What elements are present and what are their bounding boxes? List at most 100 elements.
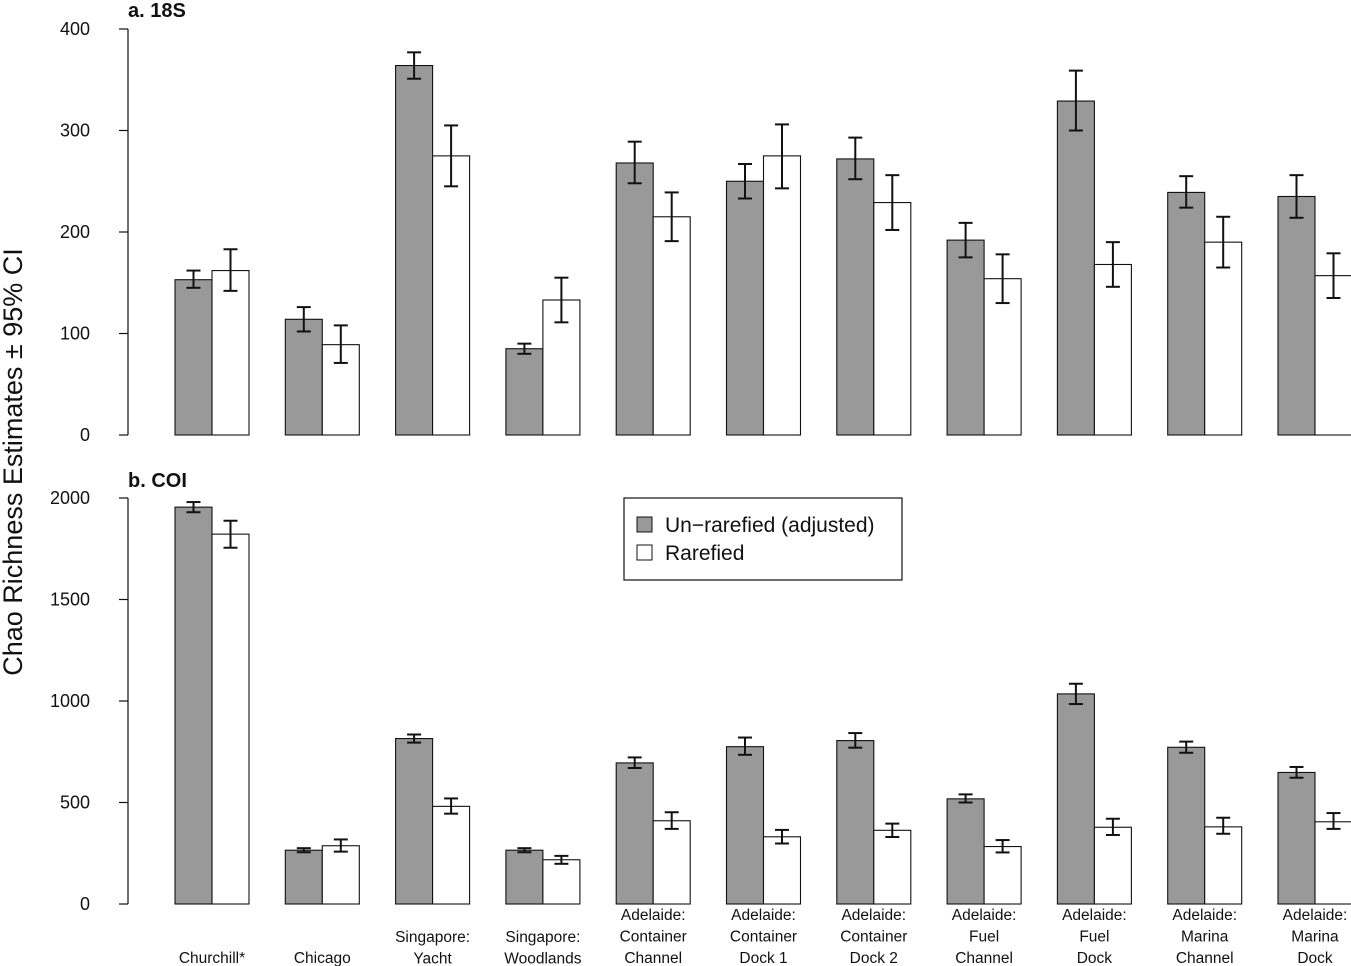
error-bar <box>1068 69 1083 132</box>
error-bar <box>186 501 201 514</box>
panel-b-title: b. COI <box>128 470 187 492</box>
bar-unrarefied <box>946 239 985 436</box>
bar-unrarefied <box>946 798 985 905</box>
error-bar <box>1179 175 1194 209</box>
bar-unrarefied <box>1056 693 1095 905</box>
category-label: Adelaide: Fuel Channel <box>952 907 1017 966</box>
bar-unrarefied <box>725 180 765 436</box>
error-bar <box>554 276 569 324</box>
error-bar <box>885 822 900 839</box>
bar-unrarefied <box>505 849 544 905</box>
error-bar <box>1068 682 1083 706</box>
y-tick-label: 0 <box>80 894 90 914</box>
error-bar <box>958 793 973 804</box>
bar-rarefied <box>321 845 360 905</box>
bar-unrarefied <box>615 162 654 436</box>
error-bar <box>1105 241 1120 288</box>
bar-rarefied <box>873 829 912 905</box>
y-tick-label: 2000 <box>50 488 90 508</box>
error-bar <box>517 847 532 854</box>
error-bar <box>885 174 900 231</box>
bar-rarefied <box>1204 826 1243 905</box>
error-bar <box>1179 740 1194 754</box>
bar-rarefied <box>542 859 581 905</box>
error-bar <box>738 162 752 200</box>
error-bar <box>1216 816 1231 835</box>
legend-swatch-unrarefied <box>636 516 653 533</box>
bar-rarefied <box>1093 826 1132 905</box>
error-bar <box>958 221 973 259</box>
bar-rarefied <box>652 820 691 905</box>
bar-unrarefied <box>284 318 323 436</box>
panel-coi: b. COI 0 500 1000 1500 2000 <box>50 470 1351 914</box>
category-label: Chicago <box>294 950 351 966</box>
y-tick-label: 200 <box>60 222 90 242</box>
bar-rarefied <box>762 155 802 436</box>
error-bar <box>627 140 642 185</box>
y-tick-label: 0 <box>80 425 90 445</box>
error-bar <box>1105 817 1120 836</box>
bar-unrarefied <box>1277 771 1316 905</box>
error-bar <box>775 828 789 845</box>
bar-rarefied <box>652 216 691 436</box>
error-bar <box>223 519 238 549</box>
y-tick-label: 500 <box>60 793 90 813</box>
panel-a-title: a. 18S <box>128 0 186 22</box>
category-label: Adelaide: Container Dock 2 <box>840 907 907 966</box>
bar-unrarefied <box>1167 746 1206 905</box>
error-bar <box>664 811 679 830</box>
bar-unrarefied <box>284 849 323 905</box>
bar-unrarefied <box>1167 191 1206 436</box>
bar-unrarefied <box>174 279 213 436</box>
error-bar <box>995 839 1010 854</box>
bar-unrarefied <box>725 746 765 905</box>
category-label: Churchill* <box>179 950 245 966</box>
error-bar <box>1216 215 1231 269</box>
legend: Un−rarefied (adjusted) Rarefied <box>623 497 903 581</box>
error-bar <box>627 756 642 769</box>
error-bar <box>296 847 311 854</box>
bar-rarefied <box>873 202 912 436</box>
error-bar <box>444 124 459 188</box>
error-bar <box>223 248 238 292</box>
error-bar <box>848 136 863 181</box>
bar-unrarefied <box>1056 100 1095 436</box>
error-bar <box>1326 812 1341 830</box>
bar-unrarefied <box>395 738 434 905</box>
error-bar <box>664 191 679 243</box>
y-tick-label: 100 <box>60 324 90 344</box>
bar-rarefied <box>211 533 250 905</box>
bar-unrarefied <box>1277 195 1316 436</box>
legend-label-unrarefied: Un−rarefied (adjusted) <box>665 514 875 537</box>
category-label: Adelaide: Marina Channel <box>1172 907 1237 966</box>
bar-rarefied <box>762 836 802 905</box>
category-label: Singapore: Yacht <box>395 929 470 966</box>
category-label: Singapore: Woodlands <box>504 929 582 966</box>
error-bar <box>186 269 201 289</box>
error-bar <box>1289 765 1304 779</box>
error-bar <box>407 51 422 80</box>
bar-unrarefied <box>505 348 544 436</box>
bar-unrarefied <box>615 762 654 905</box>
category-label: Adelaide: Marina Dock <box>1283 907 1348 966</box>
category-labels: Churchill* Chicago Singapore: Yacht Singapor… <box>179 907 1347 966</box>
error-bar <box>1326 252 1341 299</box>
bar-rarefied <box>432 805 471 905</box>
bar-unrarefied <box>395 64 434 436</box>
error-bar <box>554 854 569 865</box>
error-bar <box>407 733 422 744</box>
y-tick-label: 400 <box>60 19 90 39</box>
category-label: Adelaide: Container Dock 1 <box>730 907 797 966</box>
error-bar <box>444 797 459 815</box>
error-bar <box>1289 174 1304 219</box>
bar-rarefied <box>983 846 1022 905</box>
bar-rarefied <box>1204 241 1243 436</box>
error-bar <box>738 736 752 756</box>
bar-rarefied <box>211 270 250 436</box>
error-bar <box>848 732 863 749</box>
error-bar <box>995 253 1010 305</box>
bar-unrarefied <box>174 506 213 905</box>
bar-rarefied <box>1314 821 1351 905</box>
legend-swatch-rarefied <box>636 544 653 561</box>
